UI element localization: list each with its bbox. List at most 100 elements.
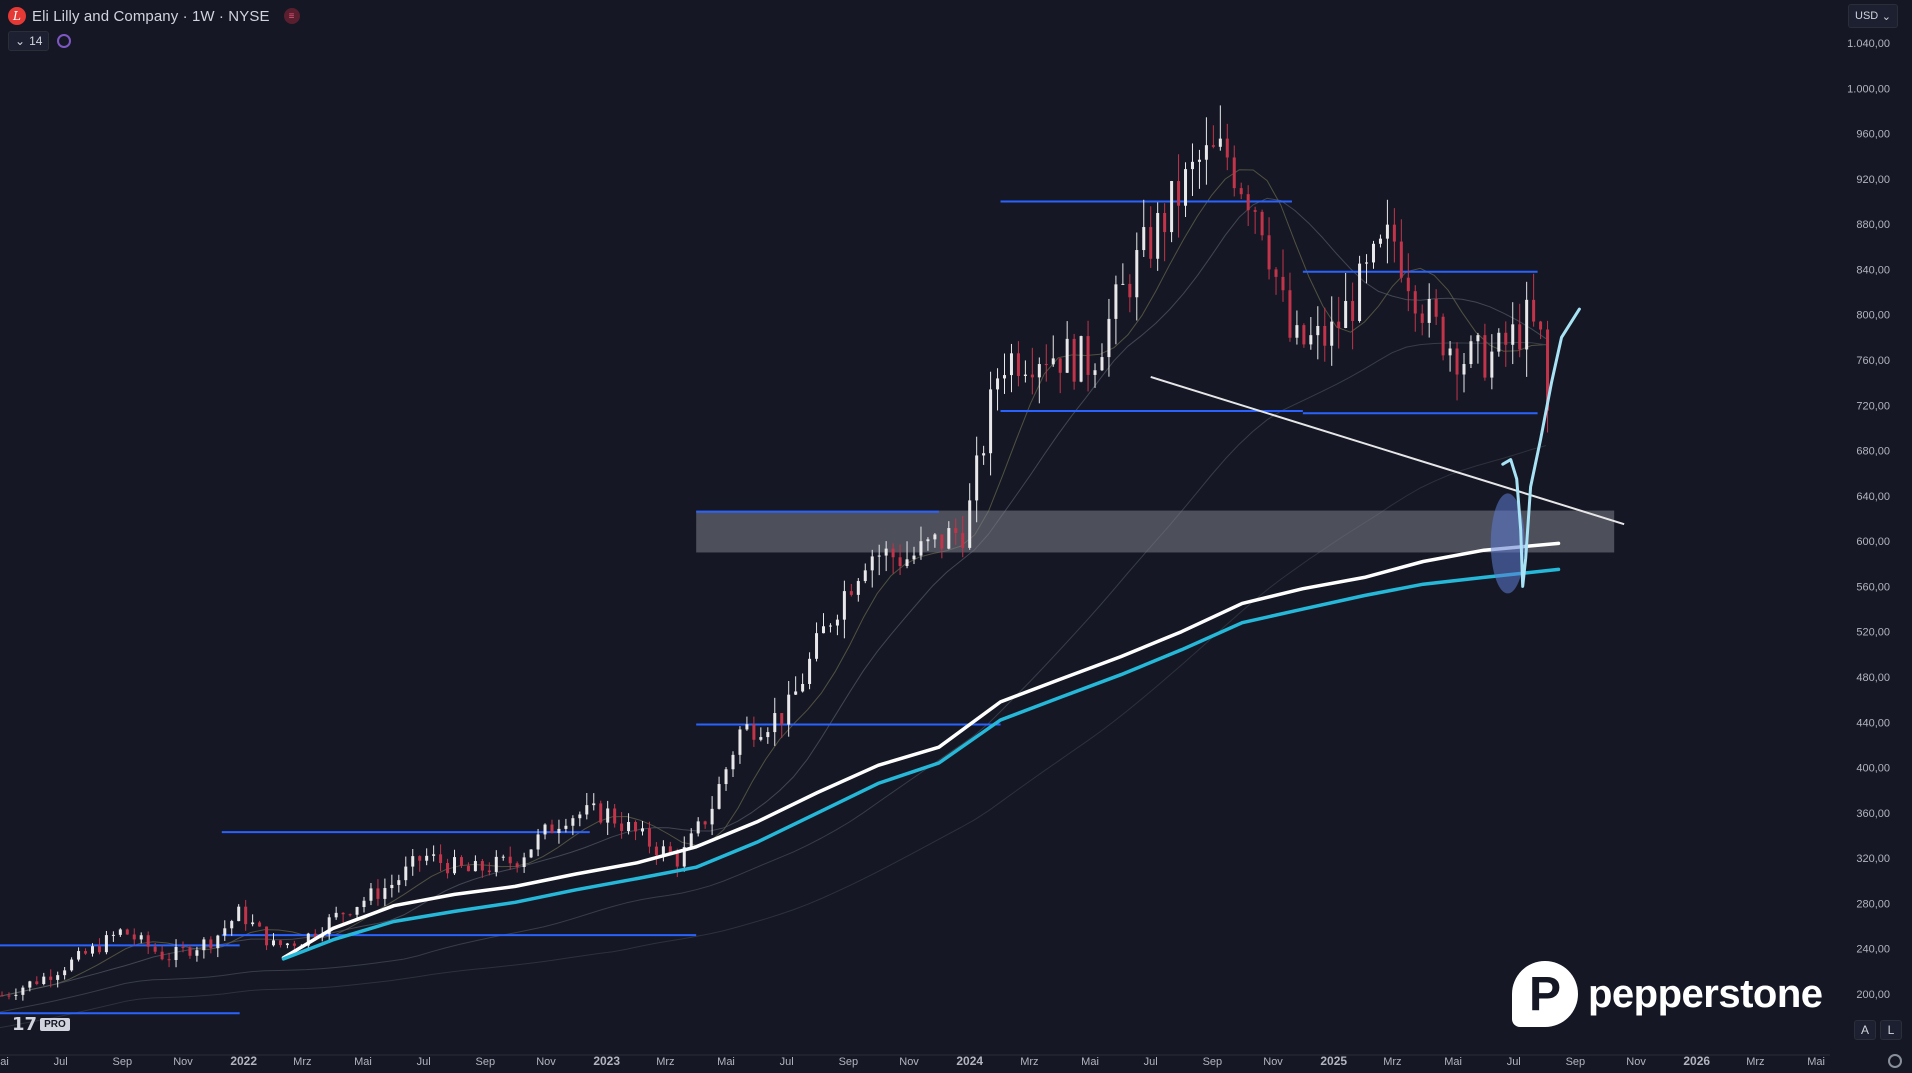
candle-body (1344, 301, 1348, 328)
candle-body (1197, 159, 1201, 162)
indicators-toggle-button[interactable]: ⌄ 14 (8, 31, 50, 51)
candle-body (1371, 243, 1375, 263)
settings-gear-icon[interactable] (1888, 1054, 1902, 1068)
candle-body (327, 917, 331, 935)
auto-scale-button[interactable]: A (1854, 1020, 1876, 1040)
y-axis-tick-label: 560,00 (1856, 581, 1890, 593)
drawings (1150, 307, 1625, 594)
x-axis-tick-label: Sep (113, 1056, 133, 1068)
candle-body (466, 865, 470, 872)
candle-body (404, 866, 408, 881)
candle-body (856, 581, 860, 595)
candle-body (1093, 370, 1097, 375)
currency-button[interactable]: USD ⌄ (1848, 4, 1898, 28)
candle-body (849, 591, 853, 595)
symbol-title[interactable]: Eli Lilly and Company · 1W · NYSE (32, 7, 270, 25)
candle-body (209, 939, 213, 949)
candle-body (49, 976, 53, 980)
candle-body (97, 946, 101, 953)
y-axis-tick-label: 360,00 (1856, 808, 1890, 820)
candle-body (1281, 276, 1285, 291)
candle-body (891, 548, 895, 558)
x-axis-tick-label: Jul (780, 1056, 794, 1068)
candle-body (801, 683, 805, 692)
candle-body (1253, 210, 1257, 212)
candle-body (870, 556, 874, 571)
pepperstone-watermark: P pepperstone (1512, 961, 1823, 1027)
candle-body (1302, 325, 1306, 345)
candle-body (606, 808, 610, 823)
indicator-row: ⌄ 14 (8, 31, 72, 51)
candle-body (418, 856, 422, 861)
y-axis-tick-label: 520,00 (1856, 627, 1890, 639)
y-axis-tick-label: 400,00 (1856, 763, 1890, 775)
candle-body (355, 907, 359, 915)
x-axis-tick-label: Nov (536, 1056, 556, 1068)
candle-body (21, 987, 25, 995)
candle-body (63, 970, 67, 976)
price-axis-panel (1830, 0, 1912, 1073)
x-axis-tick-label: Sep (1203, 1056, 1223, 1068)
candle-body (1406, 277, 1410, 292)
candle-body (285, 943, 289, 946)
candle-body (125, 929, 129, 935)
candle-body (1044, 364, 1048, 366)
candle-body (1392, 224, 1396, 242)
support-zone (696, 510, 1615, 553)
candle-body (411, 856, 415, 867)
candle-body (773, 713, 777, 733)
candle-body (90, 946, 94, 954)
currency-label: USD (1855, 10, 1879, 22)
candle-body (362, 900, 366, 908)
x-axis-tick-label: Jul (417, 1056, 431, 1068)
candle-body (1455, 348, 1459, 375)
candle-body (1170, 181, 1174, 233)
candle-body (1420, 313, 1424, 323)
candle-body (543, 824, 547, 835)
candle-body (181, 946, 185, 948)
pepperstone-wordmark: pepperstone (1588, 971, 1823, 1016)
candle-body (536, 834, 540, 850)
ma-100-line (0, 342, 1547, 1013)
candle-body (1476, 335, 1480, 342)
candle-body (1211, 145, 1215, 147)
candle-body (1114, 284, 1118, 319)
x-axis-tick-label: 2023 (593, 1054, 620, 1068)
candle-body (1267, 235, 1271, 270)
candle-body (620, 823, 624, 831)
candle-body (787, 694, 791, 725)
candle-body (710, 808, 714, 825)
candle-body (167, 959, 171, 961)
candle-body (118, 929, 122, 935)
candle-body (1121, 283, 1125, 285)
candle-body (1351, 301, 1355, 321)
x-axis-tick-label: Nov (173, 1056, 193, 1068)
tradingview-logo[interactable]: 17 PRO (12, 1014, 70, 1035)
candle-body (313, 933, 317, 938)
candle-body (682, 847, 686, 867)
candle-body (1274, 269, 1278, 277)
candle-body (647, 828, 651, 847)
candle-body (1156, 213, 1160, 259)
symbol-menu-icon[interactable]: ≡ (283, 8, 300, 24)
candle-body (397, 880, 401, 885)
candle-body (1504, 332, 1508, 345)
candle-body (480, 861, 484, 871)
candle-body (1490, 351, 1494, 378)
candle-body (947, 528, 951, 549)
candle-body (1107, 318, 1111, 358)
candle-body (975, 455, 979, 501)
candle-body (1260, 211, 1264, 236)
horizontal-levels (0, 200, 1538, 1015)
candle-body (1525, 299, 1529, 350)
x-axis-tick-label: Nov (899, 1056, 919, 1068)
y-axis-tick-label: 600,00 (1856, 536, 1890, 548)
candles (0, 105, 1550, 1001)
candle-body (759, 737, 763, 740)
candle-body (202, 939, 206, 951)
log-scale-button[interactable]: L (1880, 1020, 1902, 1040)
candle-body (912, 555, 916, 560)
candle-body (996, 378, 1000, 390)
candle-body (501, 856, 505, 858)
